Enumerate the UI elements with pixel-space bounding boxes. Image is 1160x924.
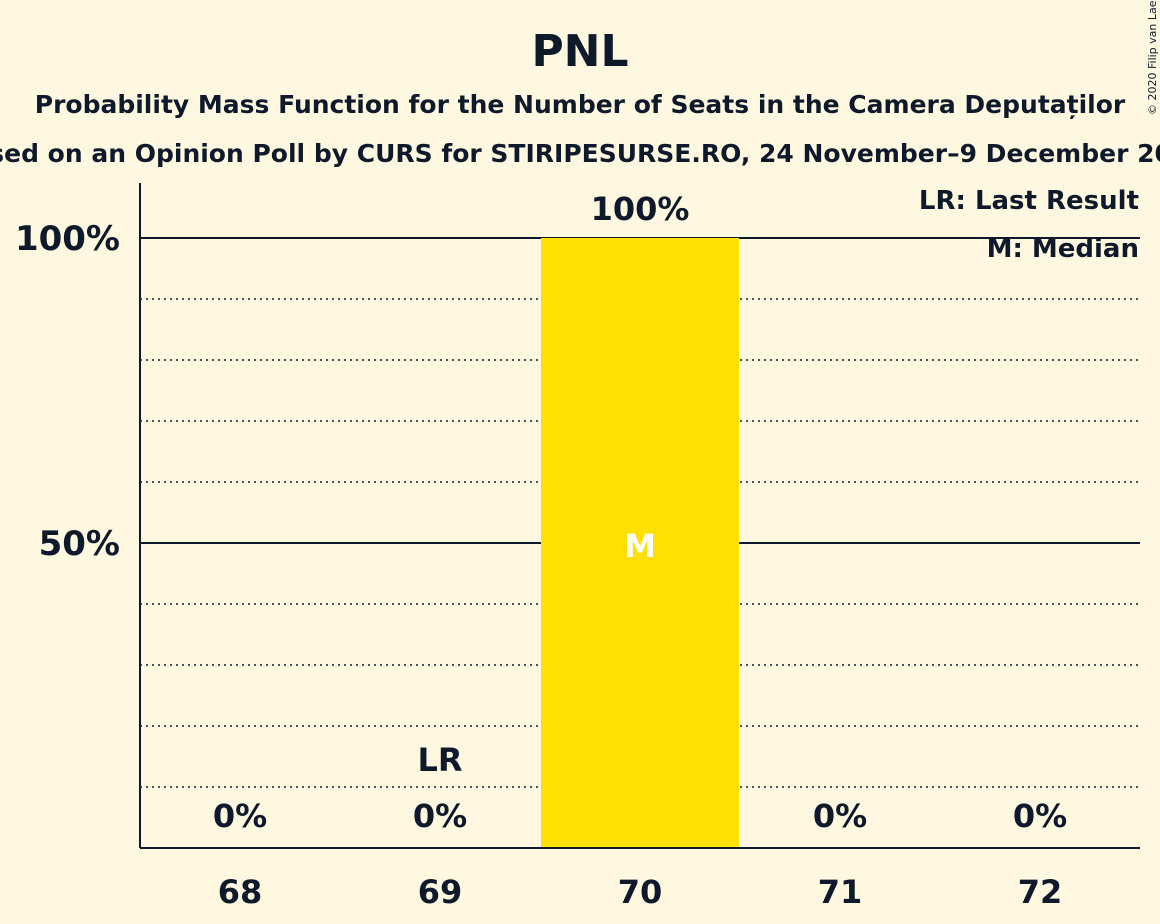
x-tick-label: 69 — [418, 873, 463, 911]
bar — [541, 238, 739, 848]
x-tick-label: 72 — [1018, 873, 1063, 911]
bars — [541, 238, 739, 848]
chart-subtitle: Probability Mass Function for the Number… — [35, 90, 1126, 119]
data-label: 0% — [1013, 797, 1067, 835]
legend-last-result: LR: Last Result — [919, 186, 1139, 216]
chart-source: Based on an Opinion Poll by CURS for STI… — [0, 139, 1160, 168]
y-tick-label: 100% — [15, 219, 120, 259]
data-label: 0% — [413, 797, 467, 835]
data-labels: 0% 0% 100% 0% 0% LR M — [213, 190, 1067, 835]
x-tick-label: 70 — [618, 873, 663, 911]
x-tick-label: 71 — [818, 873, 863, 911]
y-tick-labels: 50% 100% — [15, 219, 120, 564]
last-result-marker: LR — [417, 741, 462, 779]
y-tick-label: 50% — [39, 524, 120, 564]
x-tick-labels: 68 69 70 71 72 — [218, 873, 1063, 911]
data-label: 0% — [213, 797, 267, 835]
median-marker: M — [624, 527, 656, 565]
x-tick-label: 68 — [218, 873, 263, 911]
chart-title: PNL — [531, 26, 628, 77]
copyright-text: © 2020 Filip van Laenen — [1146, 0, 1159, 115]
data-label: 100% — [591, 190, 690, 228]
legend-median: M: Median — [987, 234, 1139, 264]
data-label: 0% — [813, 797, 867, 835]
